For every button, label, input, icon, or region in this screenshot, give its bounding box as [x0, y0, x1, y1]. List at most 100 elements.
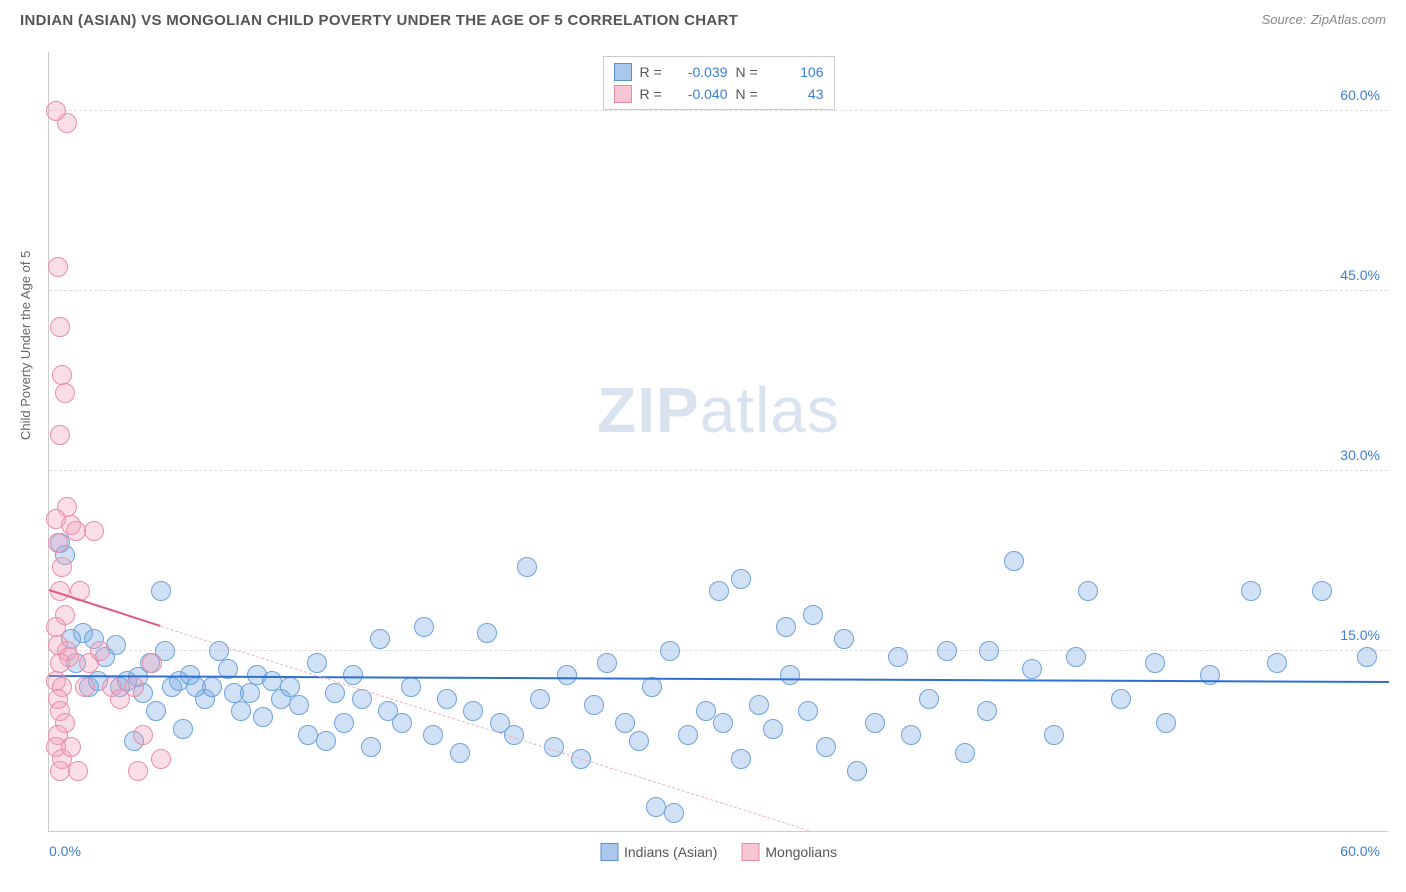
- scatter-plot: ZIPatlas R = -0.039 N = 106 R = -0.040 N…: [48, 52, 1388, 832]
- data-point: [629, 731, 649, 751]
- data-point: [50, 425, 70, 445]
- data-point: [1156, 713, 1176, 733]
- n-value-indians: 106: [772, 64, 824, 80]
- r-value-indians: -0.039: [676, 64, 728, 80]
- data-point: [1022, 659, 1042, 679]
- data-point: [1312, 581, 1332, 601]
- r-label: R =: [640, 64, 668, 80]
- series-legend: Indians (Asian) Mongolians: [600, 843, 837, 861]
- r-label: R =: [640, 86, 668, 102]
- data-point: [84, 521, 104, 541]
- swatch-indians: [614, 63, 632, 81]
- data-point: [68, 761, 88, 781]
- data-point: [713, 713, 733, 733]
- gridline: [49, 290, 1388, 291]
- data-point: [1357, 647, 1377, 667]
- data-point: [48, 257, 68, 277]
- data-point: [202, 677, 222, 697]
- data-point: [173, 719, 193, 739]
- source-attribution: Source: ZipAtlas.com: [1262, 11, 1386, 29]
- data-point: [1044, 725, 1064, 745]
- data-point: [477, 623, 497, 643]
- data-point: [151, 749, 171, 769]
- swatch-indians: [600, 843, 618, 861]
- data-point: [325, 683, 345, 703]
- data-point: [664, 803, 684, 823]
- data-point: [979, 641, 999, 661]
- data-point: [124, 677, 144, 697]
- data-point: [423, 725, 443, 745]
- chart-title: INDIAN (ASIAN) VS MONGOLIAN CHILD POVERT…: [20, 12, 738, 29]
- x-tick-min: 0.0%: [49, 843, 81, 859]
- data-point: [1111, 689, 1131, 709]
- data-point: [798, 701, 818, 721]
- data-point: [731, 749, 751, 769]
- source-name: ZipAtlas.com: [1311, 12, 1386, 27]
- data-point: [1145, 653, 1165, 673]
- data-point: [46, 617, 66, 637]
- swatch-mongolians: [614, 85, 632, 103]
- data-point: [50, 317, 70, 337]
- data-point: [142, 653, 162, 673]
- data-point: [48, 533, 68, 553]
- data-point: [75, 677, 95, 697]
- legend-item-mongolians: Mongolians: [741, 843, 837, 861]
- legend-item-indians: Indians (Asian): [600, 843, 717, 861]
- legend-label-indians: Indians (Asian): [624, 844, 717, 860]
- data-point: [776, 617, 796, 637]
- watermark-rest: atlas: [700, 374, 840, 446]
- data-point: [937, 641, 957, 661]
- data-point: [816, 737, 836, 757]
- data-point: [731, 569, 751, 589]
- data-point: [307, 653, 327, 673]
- data-point: [888, 647, 908, 667]
- data-point: [780, 665, 800, 685]
- watermark-bold: ZIP: [597, 374, 700, 446]
- data-point: [401, 677, 421, 697]
- data-point: [865, 713, 885, 733]
- data-point: [253, 707, 273, 727]
- legend-row-mongolians: R = -0.040 N = 43: [614, 83, 824, 105]
- watermark: ZIPatlas: [597, 373, 840, 447]
- n-label: N =: [736, 64, 764, 80]
- data-point: [316, 731, 336, 751]
- data-point: [57, 113, 77, 133]
- y-tick: 30.0%: [1340, 447, 1380, 463]
- trend-line: [161, 626, 809, 831]
- data-point: [52, 557, 72, 577]
- legend-label-mongolians: Mongolians: [765, 844, 837, 860]
- n-label: N =: [736, 86, 764, 102]
- data-point: [1004, 551, 1024, 571]
- data-point: [709, 581, 729, 601]
- r-value-mongolians: -0.040: [676, 86, 728, 102]
- legend-row-indians: R = -0.039 N = 106: [614, 61, 824, 83]
- data-point: [642, 677, 662, 697]
- gridline: [49, 650, 1388, 651]
- data-point: [517, 557, 537, 577]
- data-point: [463, 701, 483, 721]
- data-point: [597, 653, 617, 673]
- data-point: [557, 665, 577, 685]
- swatch-mongolians: [741, 843, 759, 861]
- data-point: [1241, 581, 1261, 601]
- data-point: [133, 725, 153, 745]
- data-point: [128, 761, 148, 781]
- correlation-legend: R = -0.039 N = 106 R = -0.040 N = 43: [603, 56, 835, 110]
- y-tick: 15.0%: [1340, 627, 1380, 643]
- data-point: [334, 713, 354, 733]
- data-point: [919, 689, 939, 709]
- data-point: [696, 701, 716, 721]
- x-tick-max: 60.0%: [1340, 843, 1380, 859]
- data-point: [847, 761, 867, 781]
- data-point: [955, 743, 975, 763]
- data-point: [55, 383, 75, 403]
- data-point: [52, 365, 72, 385]
- data-point: [450, 743, 470, 763]
- source-label: Source:: [1262, 12, 1307, 27]
- data-point: [834, 629, 854, 649]
- data-point: [1267, 653, 1287, 673]
- data-point: [343, 665, 363, 685]
- data-point: [61, 737, 81, 757]
- data-point: [678, 725, 698, 745]
- gridline: [49, 110, 1388, 111]
